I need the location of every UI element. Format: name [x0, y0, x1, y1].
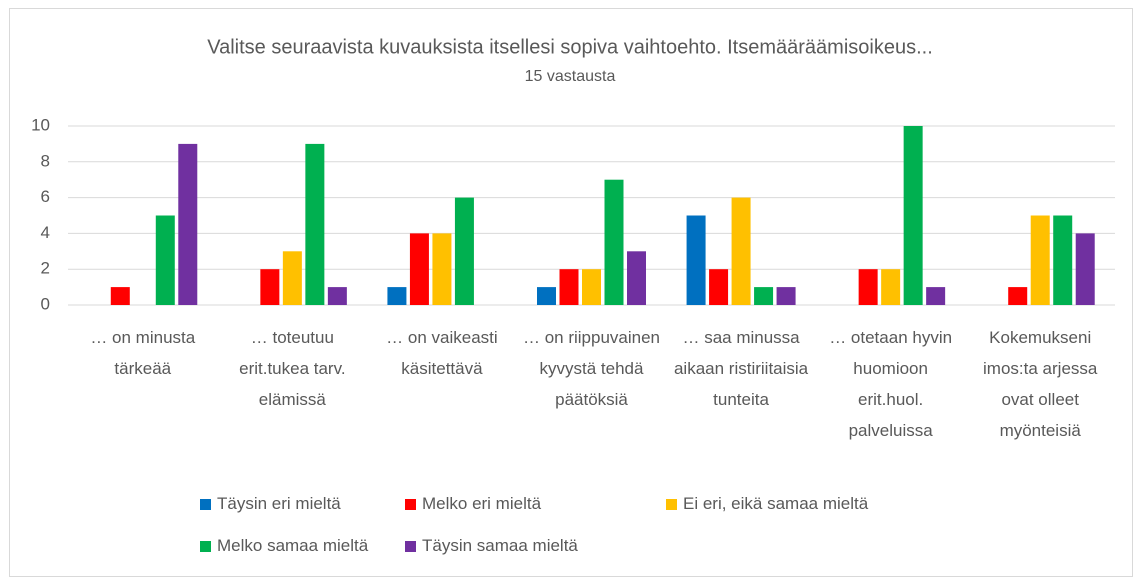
legend-label: Melko eri mieltä: [422, 494, 542, 513]
y-tick-label: 6: [41, 187, 50, 206]
bar: [1030, 215, 1050, 305]
legend-label: Täysin eri mieltä: [217, 494, 341, 513]
bar: [305, 143, 325, 305]
legend-item: Melko eri mieltä: [405, 494, 541, 514]
chart-subtitle: 15 vastausta: [525, 68, 616, 85]
bar: [1075, 233, 1095, 305]
legend-swatch: [200, 498, 211, 510]
y-tick-label: 0: [41, 294, 50, 313]
x-tick-label: … on riippuvainen kyvystä tehdä päätöksi…: [522, 328, 661, 409]
bar: [454, 197, 474, 305]
bar: [155, 215, 175, 305]
x-tick-label: … otetaan hyvin huomioon erit.huol. palv…: [829, 328, 953, 440]
y-tick-label: 10: [31, 115, 50, 134]
bar: [409, 233, 429, 305]
bar: [582, 269, 601, 305]
legend-label: Melko samaa mieltä: [217, 536, 369, 555]
y-tick-label: 8: [41, 151, 50, 170]
legend-item: Täysin samaa mieltä: [405, 536, 578, 556]
x-tick-label: Kokemukseni imos:ta arjessa ovat olleet …: [983, 328, 1098, 440]
bar: [926, 287, 946, 305]
bar: [686, 215, 706, 305]
bar: [282, 251, 302, 305]
bar: [432, 233, 452, 305]
x-tick-label: … on vaikeasti käsitettävä: [386, 328, 498, 378]
bar: [627, 251, 646, 305]
legend-swatch: [405, 498, 416, 510]
legend-label: Ei eri, eikä samaa mieltä: [683, 494, 869, 513]
legend-swatch: [200, 540, 211, 552]
bar: [537, 287, 556, 305]
bar: [776, 287, 796, 305]
y-tick-label: 4: [41, 223, 50, 242]
legend-item: Melko samaa mieltä: [200, 536, 368, 556]
bar: [178, 143, 198, 305]
bar: [604, 179, 624, 305]
x-tick-label: … on minusta tärkeää: [90, 328, 196, 378]
legend-swatch: [405, 540, 416, 552]
x-tick-label: … saa minussa aikaan ristiriitaisia tunt…: [673, 328, 809, 409]
bar: [709, 269, 729, 305]
bar: [731, 197, 751, 305]
bar: [881, 269, 901, 305]
bar: [559, 269, 579, 305]
legend-item: Ei eri, eikä samaa mieltä: [666, 494, 868, 514]
legend-swatch: [666, 498, 677, 510]
bar: [903, 126, 923, 305]
legend-label: Täysin samaa mieltä: [422, 536, 578, 555]
bar: [327, 287, 347, 305]
bar: [1008, 287, 1028, 305]
legend-item: Täysin eri mieltä: [200, 494, 341, 514]
x-tick-label: … toteutuu erit.tukea tarv. elämissä: [239, 328, 346, 409]
bar: [858, 269, 878, 305]
bar: [754, 287, 774, 305]
bar: [1053, 215, 1073, 305]
y-tick-label: 2: [41, 259, 50, 278]
bar: [110, 287, 130, 305]
chart-title: Valitse seuraavista kuvauksista itselles…: [207, 36, 933, 58]
bar: [260, 269, 280, 305]
bar: [387, 287, 407, 305]
